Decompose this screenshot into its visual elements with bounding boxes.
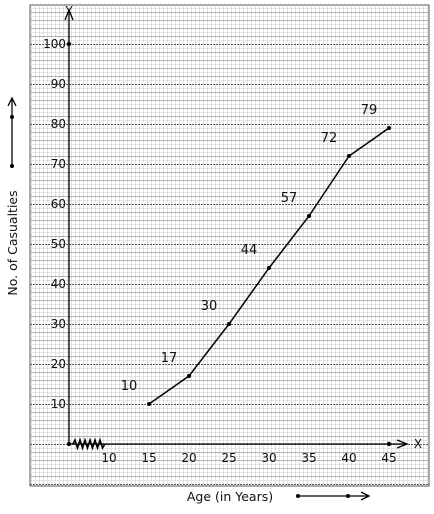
data-label: 30: [201, 299, 218, 314]
x-tick-label: 45: [381, 451, 396, 465]
y-tick-label: 40: [51, 277, 66, 291]
y-tick-label: 70: [51, 157, 66, 171]
x-axis-break-zigzag: [72, 437, 106, 451]
y-tick-label: 50: [51, 237, 66, 251]
x-tick-label: 15: [141, 451, 156, 465]
data-label: 44: [241, 243, 258, 258]
y-tick-label: 20: [51, 357, 66, 371]
origin-point: [66, 441, 72, 447]
labels: 10 17 30 44 57 72 79 Age (in Years) No. of Casua…: [5, 103, 377, 504]
x-tick-label: 40: [341, 451, 356, 465]
data-point: [307, 214, 311, 218]
data-label: 10: [121, 379, 138, 394]
y-axis-title: No. of Casualties: [5, 190, 20, 295]
y-direction-arrowhead: [7, 96, 17, 107]
x-tick-label: 20: [181, 451, 196, 465]
axes: Y X 10 15 20 25 30 35 40 45 10 20 30 40 50 60 70 80 90 100: [43, 4, 422, 465]
data-label: 79: [361, 103, 378, 118]
y-direction-dot: [10, 115, 14, 119]
x-axis-end-point: [386, 441, 392, 447]
y-axis-letter: Y: [64, 4, 73, 18]
grid-mid-lines: [30, 12, 429, 477]
y-tick-label: 100: [43, 37, 66, 51]
x-tick-label: 35: [301, 451, 316, 465]
x-axis-title: Age (in Years): [187, 489, 273, 504]
data-point: [147, 402, 151, 406]
x-direction-arrowhead: [360, 491, 371, 501]
y-axis-arrowhead: [64, 8, 74, 21]
y-tick-label: 10: [51, 397, 66, 411]
y-axis-top-point: [66, 41, 72, 47]
x-axis-letter: X: [414, 437, 422, 451]
x-direction-dot: [346, 494, 350, 498]
data-point: [267, 266, 271, 270]
data-point: [187, 374, 191, 378]
y-tick-label: 60: [51, 197, 66, 211]
data-point: [347, 154, 351, 158]
x-direction-dot: [296, 494, 300, 498]
y-tick-label: 30: [51, 317, 66, 331]
data-label: 72: [321, 131, 338, 146]
grid-frame: [29, 4, 430, 487]
direction-arrows: [7, 96, 371, 501]
data-label: 17: [161, 351, 178, 366]
y-direction-dot: [10, 164, 14, 168]
data-point: [227, 322, 231, 326]
y-tick-label: 90: [51, 77, 66, 91]
x-tick-label: 25: [221, 451, 236, 465]
series: [147, 126, 391, 406]
grid-fine-lines: [30, 5, 429, 486]
grid: [29, 4, 430, 487]
data-label: 57: [281, 191, 298, 206]
y-tick-label: 80: [51, 117, 66, 131]
data-point: [387, 126, 391, 130]
x-tick-label: 10: [101, 451, 116, 465]
x-axis-arrowhead: [396, 439, 409, 449]
x-tick-label: 30: [261, 451, 276, 465]
